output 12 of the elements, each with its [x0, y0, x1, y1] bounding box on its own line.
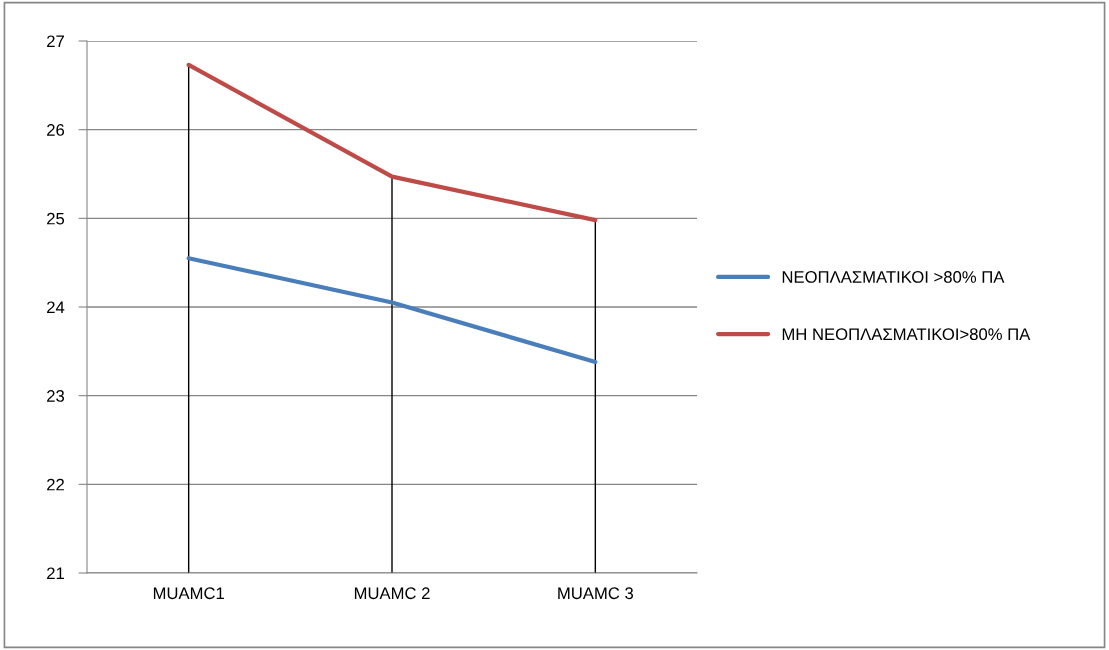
y-tick-label: 26 — [47, 124, 65, 136]
x-tick-label: MUAMC 2 — [354, 587, 430, 600]
y-tick-label: 25 — [47, 212, 65, 225]
y-tick-label: 22 — [47, 478, 64, 491]
y-tick-label: 23 — [47, 390, 65, 402]
legend-label: ΝΕΟΠΛΑΣΜΑΤΙΚΟΙ >80% ΠΑ — [782, 271, 1005, 283]
y-tick-label: 21 — [47, 567, 64, 580]
x-tick-label: MUAMC1 — [153, 587, 224, 600]
x-tick-label: MUAMC 3 — [558, 587, 634, 600]
y-tick-label: 27 — [47, 35, 64, 48]
legend-label: ΜΗ ΝΕΟΠΛΑΣΜΑΤΙΚΟΙ>80% ΠΑ — [782, 328, 1031, 341]
y-tick-label: 24 — [47, 301, 65, 314]
